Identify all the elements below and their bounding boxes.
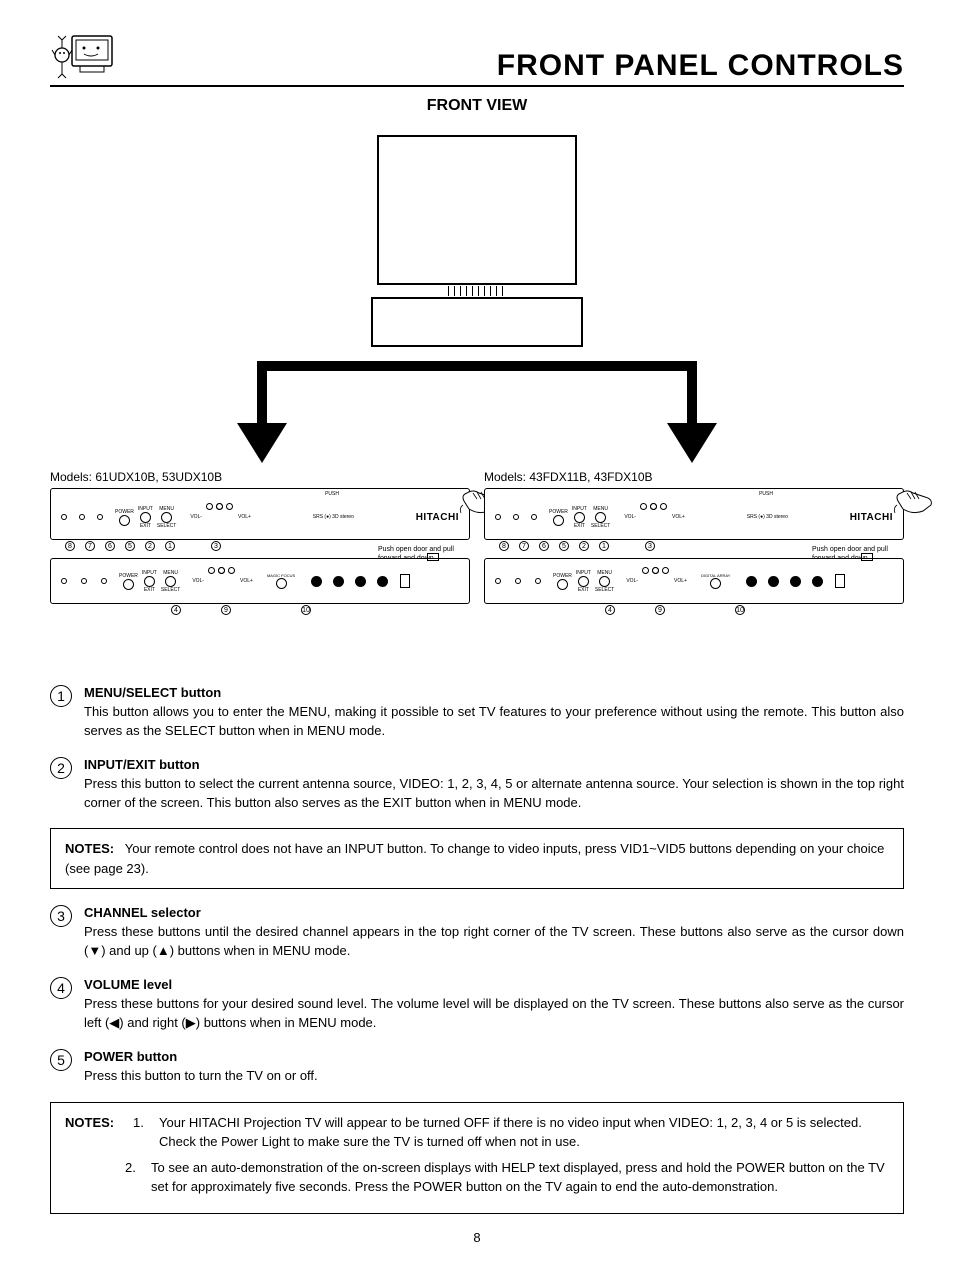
desc-title: INPUT/EXIT button: [84, 757, 904, 772]
callout-row-top-right: 8 7 6 5 2 1 3: [499, 541, 655, 551]
cursor-pad-icon: [208, 567, 236, 595]
note-lead: NOTES:: [65, 841, 114, 856]
page-title: FRONT PANEL CONTROLS: [497, 49, 904, 83]
desc-title: VOLUME level: [84, 977, 904, 992]
cursor-pad-icon: [206, 503, 234, 531]
callout-row-bottom-right: 4 9 10: [605, 605, 745, 615]
brand-label: HITACHI: [416, 512, 459, 523]
number-circle-icon: 5: [50, 1049, 72, 1071]
model-label-left: Models: 61UDX10B, 53UDX10B: [50, 470, 470, 484]
desc-text: This button allows you to enter the MENU…: [84, 703, 904, 741]
hand-push-icon: [893, 483, 943, 521]
desc-item-1: 1 MENU/SELECT button This button allows …: [50, 685, 904, 741]
note-box-1: NOTES: Your remote control does not have…: [50, 828, 904, 889]
split-arrow-icon: [217, 353, 737, 473]
panel-group-right: Models: 43FDX11B, 43FDX10B POWER INPUTEX…: [484, 470, 904, 622]
panel-group-left: Models: 61UDX10B, 53UDX10B POWER INPUTEX…: [50, 470, 470, 622]
front-view-diagram: Models: 61UDX10B, 53UDX10B POWER INPUTEX…: [50, 135, 904, 655]
desc-title: MENU/SELECT button: [84, 685, 904, 700]
desc-item-4: 4 VOLUME level Press these buttons for y…: [50, 977, 904, 1033]
desc-item-2: 2 INPUT/EXIT button Press this button to…: [50, 757, 904, 813]
cursor-pad-icon: [640, 503, 668, 531]
panel-closed-left: POWER INPUTEXIT MENUSELECT VOL- VOL+ SRS…: [50, 488, 470, 540]
note-text: Your remote control does not have an INP…: [65, 841, 884, 876]
panel-open-left: POWER INPUTEXIT MENUSELECT VOL- VOL+ MAG…: [50, 558, 470, 604]
callout-row-bottom-left: 4 9 10: [171, 605, 311, 615]
desc-text: Press this button to select the current …: [84, 775, 904, 813]
note-text: To see an auto-demonstration of the on-s…: [151, 1158, 889, 1197]
cursor-pad-icon: [642, 567, 670, 595]
model-label-right: Models: 43FDX11B, 43FDX10B: [484, 470, 904, 484]
page-number: 8: [50, 1230, 904, 1245]
subtitle: FRONT VIEW: [50, 97, 904, 115]
brand-label: HITACHI: [850, 512, 893, 523]
desc-text: Press these buttons for your desired sou…: [84, 995, 904, 1033]
desc-title: POWER button: [84, 1049, 904, 1064]
page-header: FRONT PANEL CONTROLS: [50, 30, 904, 87]
number-circle-icon: 3: [50, 905, 72, 927]
number-circle-icon: 4: [50, 977, 72, 999]
note-lead: NOTES:: [65, 1113, 125, 1133]
desc-title: CHANNEL selector: [84, 905, 904, 920]
desc-text: Press these buttons until the desired ch…: [84, 923, 904, 961]
panel-closed-right: POWER INPUTEXIT MENUSELECT VOL- VOL+ SRS…: [484, 488, 904, 540]
desc-item-5: 5 POWER button Press this button to turn…: [50, 1049, 904, 1086]
note-box-2: NOTES: 1. Your HITACHI Projection TV wil…: [50, 1102, 904, 1214]
panel-open-right: POWER INPUTEXIT MENUSELECT VOL- VOL+ DIG…: [484, 558, 904, 604]
tv-outline-icon: [377, 135, 577, 347]
note-text: Your HITACHI Projection TV will appear t…: [159, 1113, 889, 1152]
mascot-logo-icon: [50, 30, 120, 83]
desc-text: Press this button to turn the TV on or o…: [84, 1067, 904, 1086]
note-number: 1.: [133, 1113, 151, 1133]
note-number: 2.: [125, 1158, 143, 1178]
number-circle-icon: 1: [50, 685, 72, 707]
number-circle-icon: 2: [50, 757, 72, 779]
desc-item-3: 3 CHANNEL selector Press these buttons u…: [50, 905, 904, 961]
callout-row-top-left: 8 7 6 5 2 1 3: [65, 541, 221, 551]
